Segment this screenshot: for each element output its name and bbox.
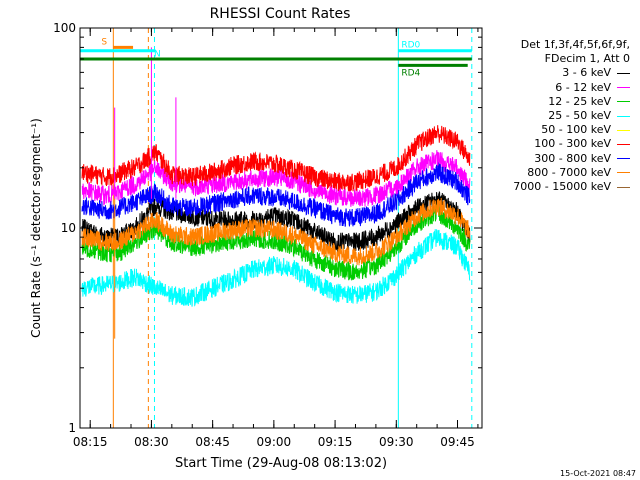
legend-swatch — [617, 158, 630, 160]
legend-entry: 6 - 12 keV — [478, 81, 630, 95]
series-line-25-50keV — [81, 229, 471, 307]
legend-entry: 7000 - 15000 keV — [478, 180, 630, 194]
legend-swatch — [617, 87, 630, 89]
y-tick-label-1: 10 — [61, 221, 76, 235]
y-axis-label: Count Rate (s⁻¹ detector segment⁻¹) — [29, 118, 43, 338]
legend: Det 1f,3f,4f,5f,6f,9f, FDecim 1, Att 0 3… — [478, 38, 630, 194]
x-tick-label-3: 09:00 — [257, 435, 292, 449]
legend-label: 50 - 100 keV — [541, 123, 611, 137]
x-tick-label-1: 08:30 — [134, 435, 169, 449]
x-tick-label-2: 08:45 — [195, 435, 230, 449]
legend-swatch — [617, 172, 630, 174]
series-line-300-800keV — [81, 162, 471, 227]
legend-entry: 25 - 50 keV — [478, 109, 630, 123]
annotation-label-n: N — [154, 50, 161, 60]
generated-timestamp: 15-Oct-2021 08:47 — [560, 469, 636, 478]
x-tick-label-5: 09:30 — [379, 435, 414, 449]
legend-label: 12 - 25 keV — [548, 94, 611, 108]
legend-swatch — [617, 101, 630, 103]
legend-entry: 100 - 300 keV — [478, 137, 630, 151]
series-line-100-300keV — [81, 125, 471, 192]
legend-swatch — [617, 144, 630, 146]
legend-entry: 800 - 7000 keV — [478, 166, 630, 180]
chart-title: RHESSI Count Rates — [210, 6, 351, 22]
legend-entry: 50 - 100 keV — [478, 123, 630, 137]
legend-label: 3 - 6 keV — [562, 66, 611, 80]
legend-header-line-2: FDecim 1, Att 0 — [544, 52, 630, 66]
annotation-label-s: S — [101, 37, 107, 47]
legend-swatch — [617, 73, 630, 74]
series-line-3-6keV — [81, 191, 471, 252]
x-axis-label: Start Time (29-Aug-08 08:13:02) — [175, 456, 387, 471]
legend-label: 800 - 7000 keV — [527, 165, 611, 179]
annotation-label-rd4: RD4 — [401, 68, 420, 78]
legend-label: 100 - 300 keV — [534, 137, 611, 151]
legend-label: 6 - 12 keV — [555, 80, 611, 94]
legend-header-line-1: Det 1f,3f,4f,5f,6f,9f, — [520, 38, 630, 51]
annotation-label-rd0: RD0 — [401, 41, 420, 51]
legend-label: 7000 - 15000 keV — [513, 180, 611, 194]
x-tick-label-0: 08:15 — [73, 435, 108, 449]
legend-swatch — [617, 129, 630, 131]
legend-entry: 300 - 800 keV — [478, 152, 630, 166]
legend-label: 300 - 800 keV — [534, 151, 611, 165]
legend-swatch — [617, 115, 630, 117]
series-line-800-7000keV — [81, 197, 471, 266]
legend-rows: 3 - 6 keV 6 - 12 keV 12 - 25 keV 25 - 50 ke… — [478, 66, 630, 194]
x-tick-label-6: 09:45 — [440, 435, 475, 449]
y-tick-label-2: 100 — [53, 21, 76, 35]
legend-entry: 3 - 6 keV — [478, 66, 630, 80]
series-line-6-12keV — [81, 150, 471, 207]
y-tick-label-0: 1 — [68, 421, 76, 435]
plot-area: S N RD4 RD0 1 10 100 08:15 08:30 08:45 09:00 09:15 0… — [53, 21, 483, 449]
legend-label: 25 - 50 keV — [548, 109, 611, 123]
legend-swatch — [617, 186, 630, 188]
x-tick-label-4: 09:15 — [318, 435, 353, 449]
legend-entry: 12 - 25 keV — [478, 95, 630, 109]
